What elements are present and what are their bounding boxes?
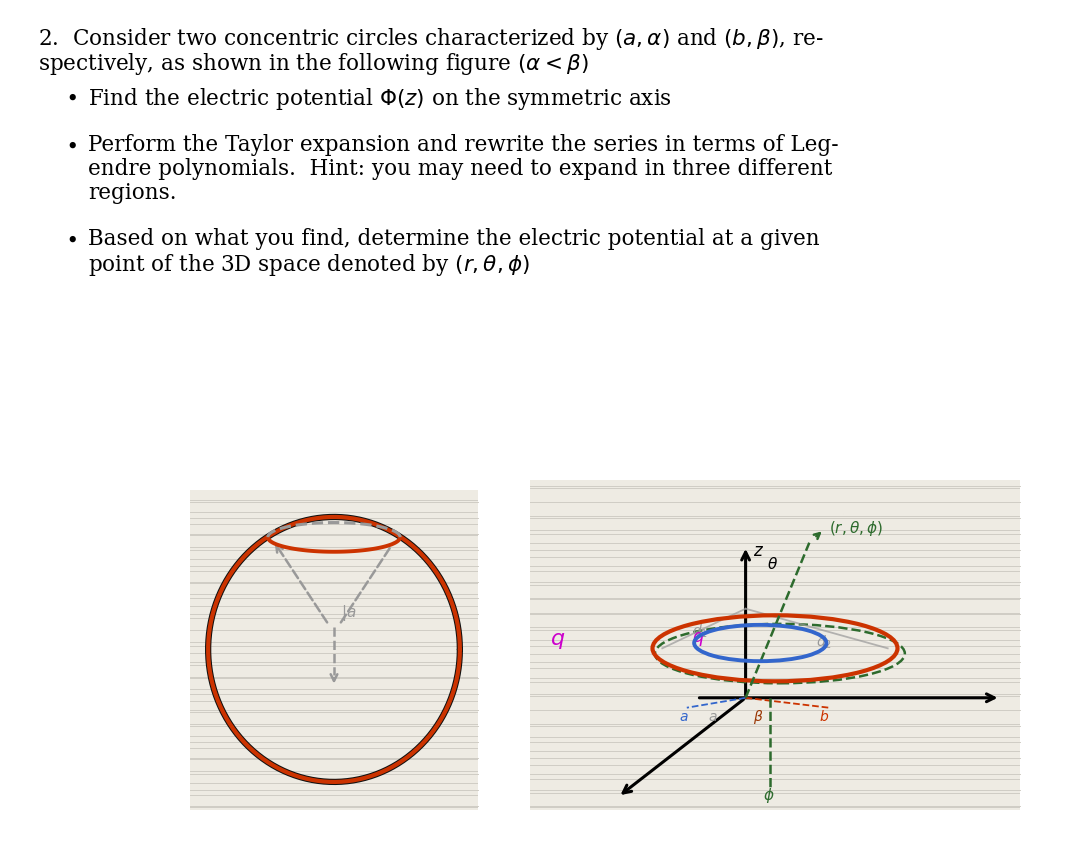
- Text: $q$: $q$: [549, 629, 565, 651]
- Text: $\bullet$: $\bullet$: [65, 228, 77, 250]
- Text: Based on what you find, determine the electric potential at a given: Based on what you find, determine the el…: [88, 228, 820, 250]
- Text: 2.  Consider two concentric circles characterized by $(a, \alpha)$ and $(b, \bet: 2. Consider two concentric circles chara…: [38, 26, 824, 52]
- Text: $d_1$: $d_1$: [692, 622, 707, 639]
- Text: endre polynomials.  Hint: you may need to expand in three different: endre polynomials. Hint: you may need to…: [88, 158, 833, 180]
- Text: regions.: regions.: [88, 182, 177, 204]
- Text: $\theta$: $\theta$: [767, 556, 778, 572]
- Text: $a$: $a$: [708, 710, 718, 724]
- FancyBboxPatch shape: [530, 480, 1020, 810]
- Text: point of the 3D space denoted by $(r, \theta, \phi)$: point of the 3D space denoted by $(r, \t…: [88, 252, 530, 278]
- Text: spectively, as shown in the following figure $(\alpha < \beta)$: spectively, as shown in the following fi…: [38, 51, 589, 77]
- Text: $q$: $q$: [692, 630, 704, 648]
- Text: $\vert a$: $\vert a$: [341, 603, 356, 623]
- Text: Perform the Taylor expansion and rewrite the series in terms of Leg-: Perform the Taylor expansion and rewrite…: [88, 134, 838, 156]
- Text: Find the electric potential $\Phi(z)$ on the symmetric axis: Find the electric potential $\Phi(z)$ on…: [88, 86, 671, 112]
- Text: $a$: $a$: [679, 710, 689, 724]
- Text: $d_2$: $d_2$: [816, 633, 832, 651]
- Text: $(r,\theta,\phi)$: $(r,\theta,\phi)$: [828, 518, 883, 537]
- Text: $\bullet$: $\bullet$: [65, 134, 77, 156]
- Text: $\bullet$: $\bullet$: [65, 86, 77, 108]
- Text: $\beta$: $\beta$: [753, 708, 764, 726]
- Text: $b$: $b$: [819, 708, 829, 724]
- Text: $z$: $z$: [753, 543, 764, 560]
- Text: $\phi$: $\phi$: [763, 786, 775, 805]
- FancyBboxPatch shape: [190, 490, 479, 810]
